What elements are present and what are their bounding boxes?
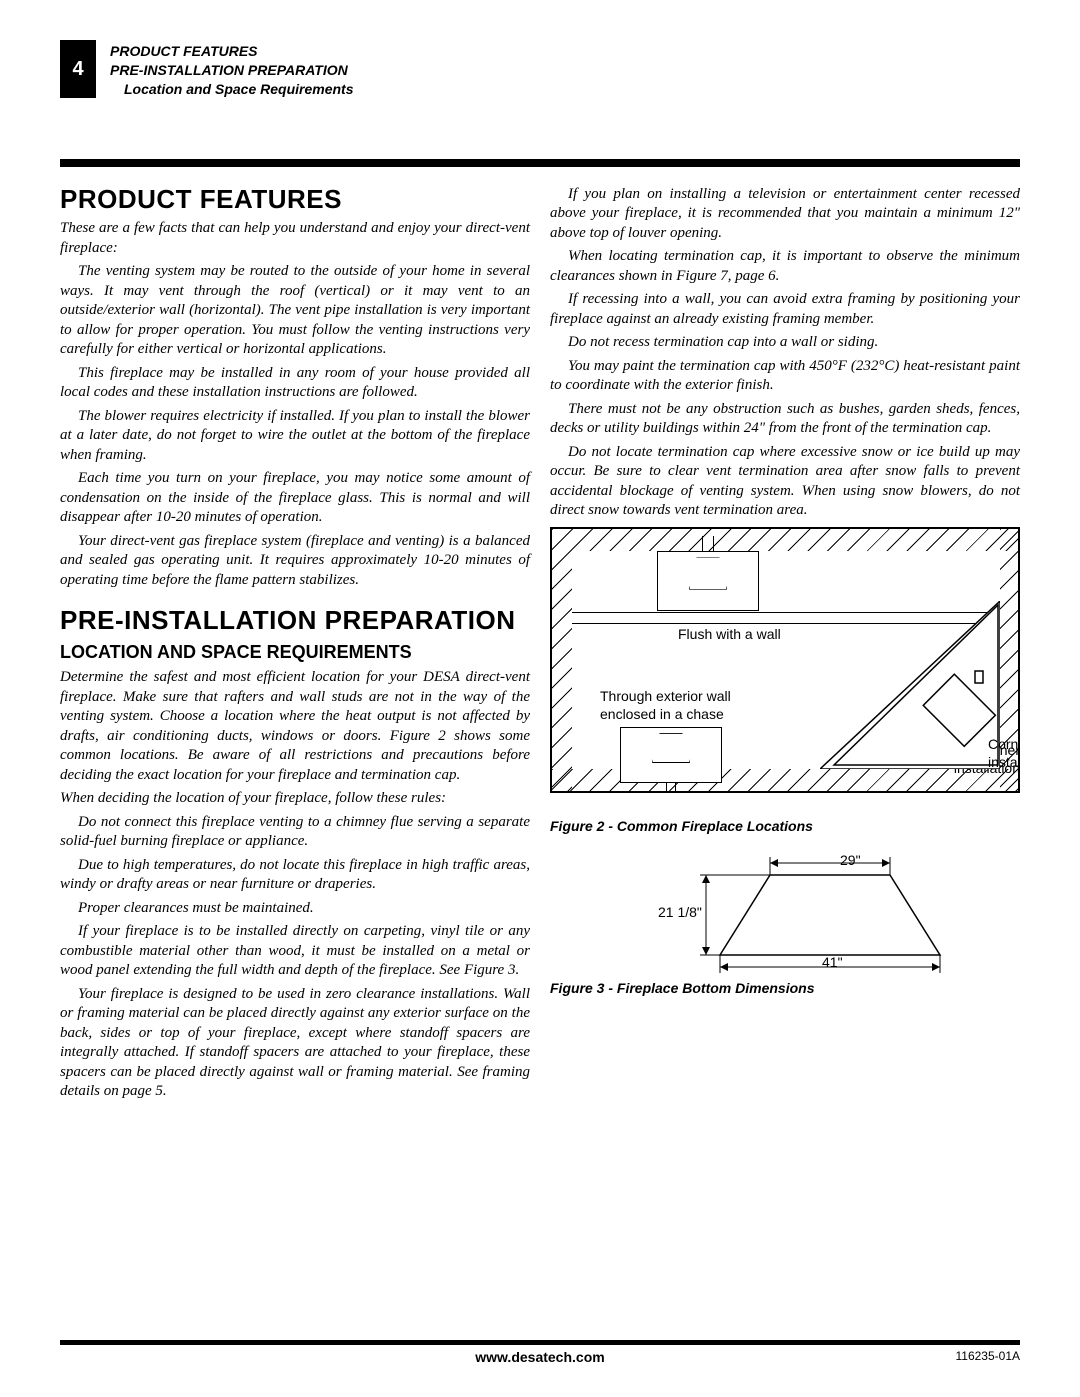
pf-p1: The venting system may be routed to the …	[60, 262, 530, 360]
pf-p2: This fireplace may be installed in any r…	[60, 364, 530, 403]
fireplace-chase	[620, 727, 722, 783]
rc-p2: When locating termination cap, it is imp…	[550, 247, 1020, 286]
pf-p4: Each time you turn on your fireplace, yo…	[60, 469, 530, 528]
pi-lead: When deciding the location of your firep…	[60, 789, 530, 809]
section-title-product-features: PRODUCT FEATURES	[60, 185, 530, 214]
footer-code: 116235-01A	[956, 1349, 1021, 1363]
pi-r1: Do not connect this fireplace venting to…	[60, 813, 530, 852]
footer-text: www.desatech.com 116235-01A	[60, 1349, 1020, 1365]
dim-top: 29"	[840, 851, 861, 869]
footer-rule	[60, 1340, 1020, 1345]
subsection-title-location: LOCATION AND SPACE REQUIREMENTS	[60, 641, 530, 664]
rc-p3: If recessing into a wall, you can avoid …	[550, 290, 1020, 329]
pf-p5: Your direct-vent gas fireplace system (f…	[60, 532, 530, 591]
top-rule	[60, 159, 1020, 167]
hatch-left	[552, 529, 572, 791]
figure-3-caption: Figure 3 - Fireplace Bottom Dimensions	[550, 979, 1020, 997]
left-column: PRODUCT FEATURES These are a few facts t…	[60, 185, 530, 1106]
figure-3-diagram: 29" 21 1/8" 41"	[550, 845, 1020, 975]
header-titles: PRODUCT FEATURES PRE-INSTALLATION PREPAR…	[110, 40, 354, 99]
rc-p1: If you plan on installing a television o…	[550, 185, 1020, 244]
pi-r5: Your fireplace is designed to be used in…	[60, 985, 530, 1102]
rc-p7: Do not locate termination cap where exce…	[550, 443, 1020, 521]
label-through-1: Through exterior wall	[600, 687, 731, 705]
label-corner-1: Corner	[988, 735, 1020, 753]
header-line-1: PRODUCT FEATURES	[110, 42, 354, 61]
section-title-preinstall: PRE-INSTALLATION PREPARATION	[60, 606, 530, 635]
page-number-box: 4	[60, 40, 96, 98]
footer-url: www.desatech.com	[475, 1349, 604, 1365]
rc-p5: You may paint the termination cap with 4…	[550, 357, 1020, 396]
page-footer: www.desatech.com 116235-01A	[60, 1340, 1020, 1365]
fireplace-corner	[820, 601, 1000, 769]
dim-bottom: 41"	[822, 953, 843, 971]
page-header: 4 PRODUCT FEATURES PRE-INSTALLATION PREP…	[60, 40, 1020, 99]
right-column: If you plan on installing a television o…	[550, 185, 1020, 1106]
label-through-2: enclosed in a chase	[600, 705, 724, 723]
header-line-3: Location and Space Requirements	[110, 80, 354, 99]
figure-2-caption: Figure 2 - Common Fireplace Locations	[550, 817, 1020, 835]
header-line-2: PRE-INSTALLATION PREPARATION	[110, 61, 354, 80]
content-columns: PRODUCT FEATURES These are a few facts t…	[60, 185, 1020, 1106]
rc-p6: There must not be any obstruction such a…	[550, 400, 1020, 439]
label-corner-2: installation	[988, 753, 1020, 771]
rc-p4: Do not recess termination cap into a wal…	[550, 333, 1020, 353]
dim-left: 21 1/8"	[658, 903, 702, 921]
pf-p3: The blower requires electricity if insta…	[60, 407, 530, 466]
pi-r4: If your fireplace is to be installed dir…	[60, 922, 530, 981]
pi-r3: Proper clearances must be maintained.	[60, 899, 530, 919]
pi-p1: Determine the safest and most efficient …	[60, 668, 530, 785]
label-flush: Flush with a wall	[678, 625, 781, 643]
pi-r2: Due to high temperatures, do not locate …	[60, 856, 530, 895]
fireplace-flush	[657, 551, 759, 611]
pf-intro: These are a few facts that can help you …	[60, 219, 530, 258]
hatch-top	[552, 529, 1018, 551]
figure-2-diagram: Flush with a wall Through exterior wall …	[550, 527, 1020, 793]
